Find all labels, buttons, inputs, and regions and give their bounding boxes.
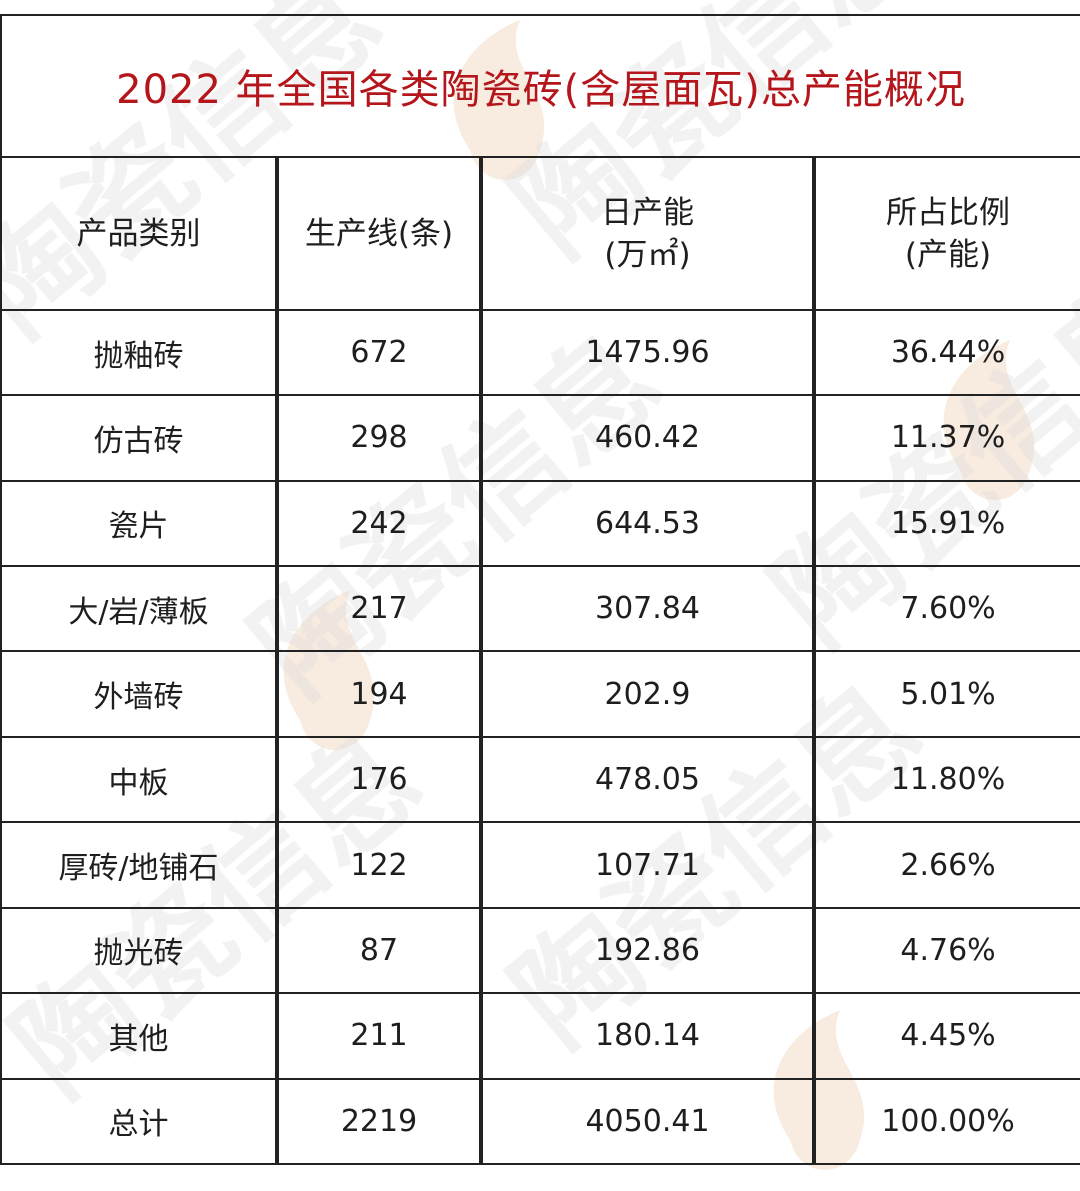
header-share: 所占比例 (产能) <box>812 156 1080 311</box>
header-capacity-line2: (万㎡) <box>604 236 691 273</box>
capacity-table: 2022 年全国各类陶瓷砖(含屋面瓦)总产能概况 产品类别 生产线(条) 日产能… <box>0 13 1080 1166</box>
header-capacity: 日产能 (万㎡) <box>480 156 816 311</box>
header-capacity-line1: 日产能 <box>601 194 694 231</box>
total-share-cell: 100.00% <box>812 1077 1080 1166</box>
table-title: 2022 年全国各类陶瓷砖(含屋面瓦)总产能概况 <box>0 13 1080 159</box>
category-cell: 外墙砖 <box>0 650 279 738</box>
lines-cell: 194 <box>276 650 483 738</box>
lines-cell: 242 <box>276 479 483 568</box>
capacity-cell: 180.14 <box>480 992 816 1080</box>
category-cell: 抛釉砖 <box>0 308 279 397</box>
lines-cell: 298 <box>276 394 483 482</box>
lines-cell: 211 <box>276 992 483 1080</box>
share-cell: 11.80% <box>812 735 1080 824</box>
lines-cell: 217 <box>276 565 483 653</box>
lines-cell: 176 <box>276 735 483 824</box>
capacity-cell: 107.71 <box>480 821 816 909</box>
header-category: 产品类别 <box>0 156 279 311</box>
category-cell: 仿古砖 <box>0 394 279 482</box>
share-cell: 36.44% <box>812 308 1080 397</box>
title-row: 2022 年全国各类陶瓷砖(含屋面瓦)总产能概况 <box>0 13 1080 159</box>
capacity-cell: 307.84 <box>480 565 816 653</box>
share-cell: 5.01% <box>812 650 1080 738</box>
share-cell: 2.66% <box>812 821 1080 909</box>
capacity-cell: 1475.96 <box>480 308 816 397</box>
table-row: 厚砖/地铺石 122 107.71 2.66% <box>0 821 1080 909</box>
category-cell: 瓷片 <box>0 479 279 568</box>
category-cell: 中板 <box>0 735 279 824</box>
header-row: 产品类别 生产线(条) 日产能 (万㎡) 所占比例 (产能) <box>0 156 1080 311</box>
share-cell: 4.76% <box>812 906 1080 995</box>
table-row: 仿古砖 298 460.42 11.37% <box>0 394 1080 482</box>
share-cell: 11.37% <box>812 394 1080 482</box>
lines-cell: 122 <box>276 821 483 909</box>
table-row: 瓷片 242 644.53 15.91% <box>0 479 1080 568</box>
header-lines: 生产线(条) <box>276 156 483 311</box>
capacity-cell: 192.86 <box>480 906 816 995</box>
share-cell: 15.91% <box>812 479 1080 568</box>
category-cell: 厚砖/地铺石 <box>0 821 279 909</box>
category-cell: 其他 <box>0 992 279 1080</box>
table-row: 其他 211 180.14 4.45% <box>0 992 1080 1080</box>
table-row: 外墙砖 194 202.9 5.01% <box>0 650 1080 738</box>
capacity-cell: 460.42 <box>480 394 816 482</box>
total-lines-cell: 2219 <box>276 1077 483 1166</box>
header-share-line1: 所占比例 <box>886 194 1011 231</box>
table-row: 中板 176 478.05 11.80% <box>0 735 1080 824</box>
share-cell: 4.45% <box>812 992 1080 1080</box>
lines-cell: 672 <box>276 308 483 397</box>
total-category-cell: 总计 <box>0 1077 279 1166</box>
category-cell: 抛光砖 <box>0 906 279 995</box>
header-share-line2: (产能) <box>904 236 992 273</box>
table-row: 抛釉砖 672 1475.96 36.44% <box>0 308 1080 397</box>
total-capacity-cell: 4050.41 <box>480 1077 816 1166</box>
share-cell: 7.60% <box>812 565 1080 653</box>
table-row: 大/岩/薄板 217 307.84 7.60% <box>0 565 1080 653</box>
capacity-cell: 202.9 <box>480 650 816 738</box>
table-row: 抛光砖 87 192.86 4.76% <box>0 906 1080 995</box>
capacity-cell: 644.53 <box>480 479 816 568</box>
lines-cell: 87 <box>276 906 483 995</box>
total-row: 总计 2219 4050.41 100.00% <box>0 1077 1080 1166</box>
category-cell: 大/岩/薄板 <box>0 565 279 653</box>
capacity-cell: 478.05 <box>480 735 816 824</box>
